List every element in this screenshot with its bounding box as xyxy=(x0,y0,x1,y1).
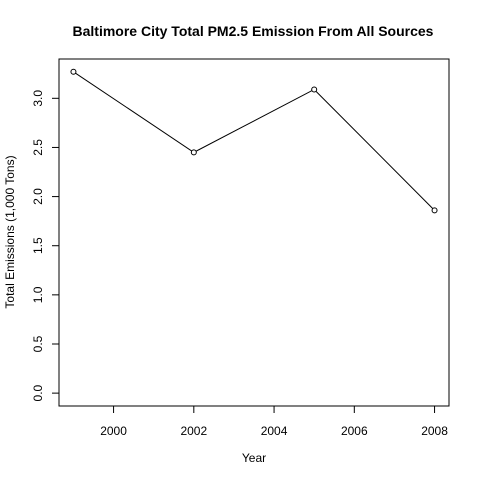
y-tick-label: 2.0 xyxy=(31,188,45,205)
y-tick-label: 0.5 xyxy=(31,335,45,352)
x-tick-label: 2002 xyxy=(180,424,207,438)
plot-frame xyxy=(58,58,450,407)
data-point xyxy=(190,149,197,156)
y-tick-label: 0.0 xyxy=(31,384,45,401)
y-axis-label: Total Emissions (1,000 Tons) xyxy=(3,155,17,308)
x-tick-label: 2006 xyxy=(341,424,368,438)
data-point xyxy=(311,86,318,93)
data-point xyxy=(70,68,77,75)
x-axis-label: Year xyxy=(242,451,266,465)
y-tick-label: 1.5 xyxy=(31,237,45,254)
series-line xyxy=(73,71,435,211)
chart-title: Baltimore City Total PM2.5 Emission From… xyxy=(73,23,434,39)
series-layer xyxy=(70,68,438,214)
x-axis: 2000 2002 2004 2006 2008 xyxy=(100,405,448,438)
x-tick-label: 2008 xyxy=(421,424,448,438)
y-tick-label: 3.0 xyxy=(31,90,45,107)
y-tick-label: 1.0 xyxy=(31,286,45,303)
y-tick-label: 2.5 xyxy=(31,139,45,156)
data-point xyxy=(431,207,438,214)
x-tick-label: 2000 xyxy=(100,424,127,438)
x-tick-label: 2004 xyxy=(261,424,288,438)
y-axis: 0.0 0.5 1.0 1.5 2.0 2.5 3.0 xyxy=(31,90,60,401)
